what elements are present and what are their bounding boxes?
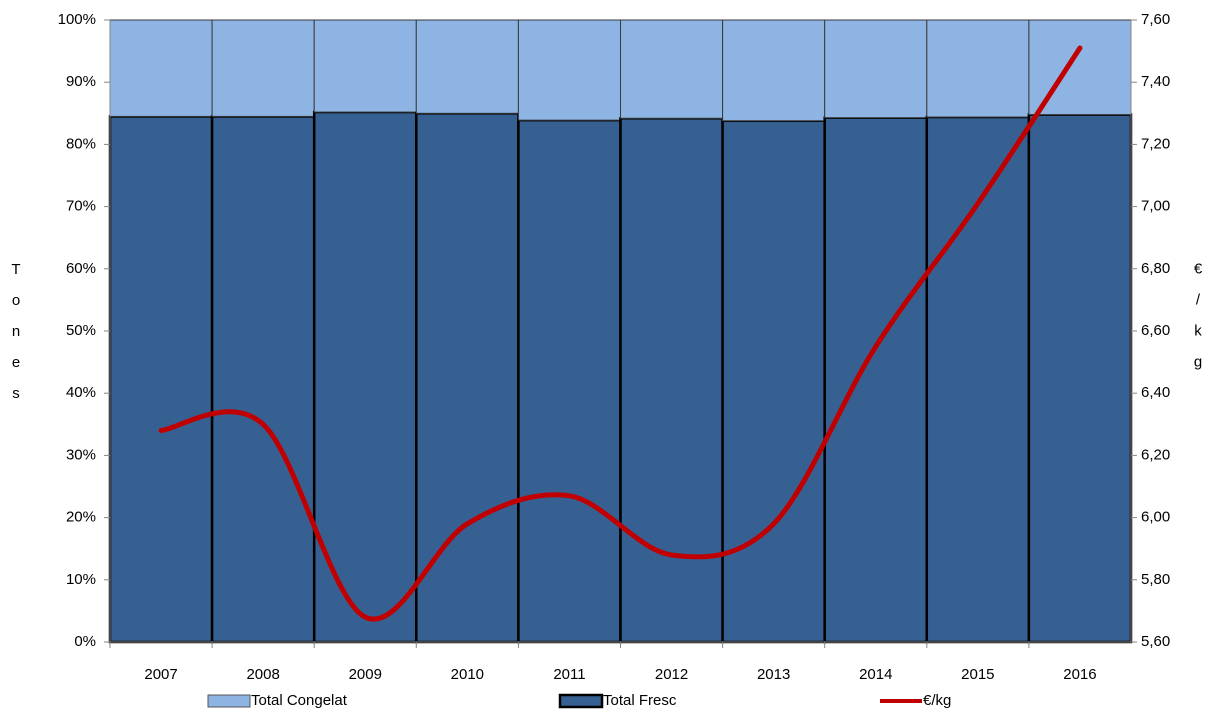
- y2-tick-label: 6,00: [1141, 509, 1170, 526]
- y-tick-label: 80%: [66, 135, 96, 152]
- legend-label: €/kg: [923, 692, 951, 709]
- bar: [925, 115, 1031, 644]
- bar: [313, 19, 417, 113]
- y-tick-label: 0%: [74, 633, 96, 650]
- bar: [824, 19, 928, 119]
- y-tick-label: 90%: [66, 73, 96, 90]
- bar: [210, 115, 316, 644]
- y2-tick-label: 6,60: [1141, 322, 1170, 339]
- y2-tick-label: 5,80: [1141, 571, 1170, 588]
- bar: [619, 117, 724, 644]
- bar: [211, 19, 315, 117]
- y2-tick-label: 6,80: [1141, 260, 1170, 277]
- x-tick-label: 2010: [451, 666, 484, 683]
- bar: [721, 119, 826, 644]
- bar: [722, 19, 826, 122]
- bar: [312, 110, 418, 644]
- y2-tick-label: 7,60: [1141, 11, 1170, 28]
- x-tick-label: 2016: [1063, 666, 1096, 683]
- y2-tick-label: 7,20: [1141, 135, 1170, 152]
- x-tick-label: 2007: [144, 666, 177, 683]
- x-tick-label: 2009: [349, 666, 382, 683]
- bar: [517, 118, 622, 644]
- y2-tick-label: 6,40: [1141, 384, 1170, 401]
- y-tick-label: 100%: [58, 11, 96, 28]
- legend-swatch: [207, 694, 251, 708]
- x-tick-label: 2015: [961, 666, 994, 683]
- line: [158, 45, 1083, 622]
- y2-tick-label: 6,20: [1141, 446, 1170, 463]
- bar: [108, 115, 214, 644]
- bar: [926, 19, 1030, 118]
- x-tick-label: 2013: [757, 666, 790, 683]
- legend-swatch: [558, 693, 604, 709]
- bar: [109, 19, 213, 117]
- y-tick-label: 70%: [66, 198, 96, 215]
- y-tick-label: 50%: [66, 322, 96, 339]
- bar: [517, 19, 622, 121]
- y-tick-label: 60%: [66, 260, 96, 277]
- bar: [1027, 113, 1133, 644]
- y2-tick-label: 5,60: [1141, 633, 1170, 650]
- y-tick-label: 40%: [66, 384, 96, 401]
- bar: [415, 19, 519, 114]
- y2-axis-title: € / k g: [1194, 260, 1203, 370]
- x-tick-label: 2014: [859, 666, 892, 683]
- legend-label: Total Congelat: [251, 692, 348, 709]
- y2-tick-label: 7,40: [1141, 73, 1170, 90]
- y-tick-label: 10%: [66, 571, 96, 588]
- y-tick-label: 30%: [66, 446, 96, 463]
- y2-tick-label: 7,00: [1141, 198, 1170, 215]
- x-tick-label: 2011: [553, 666, 585, 683]
- legend-label: Total Fresc: [603, 692, 677, 709]
- x-tick-label: 2008: [246, 666, 279, 683]
- y-tick-label: 20%: [66, 509, 96, 526]
- bar: [620, 19, 724, 119]
- bar: [415, 112, 520, 644]
- bar: [823, 116, 929, 644]
- x-tick-label: 2012: [655, 666, 688, 683]
